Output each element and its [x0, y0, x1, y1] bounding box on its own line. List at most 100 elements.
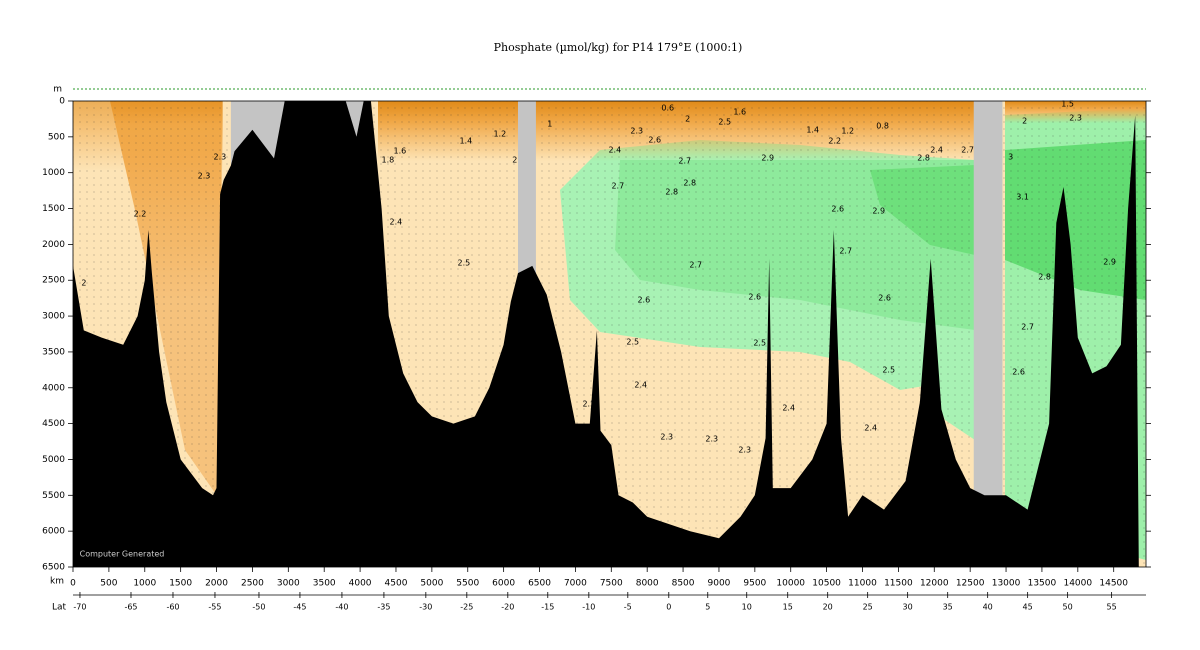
x-tick-label: 13000 — [992, 579, 1021, 589]
contour-label: 1.5 — [1061, 100, 1074, 109]
contour-label: 2.5 — [882, 365, 895, 374]
contour-label: 3 — [1008, 152, 1013, 161]
lat-tick-label: -50 — [252, 603, 265, 612]
lat-axis-label: Lat — [52, 603, 67, 613]
contour-label: 2.2 — [828, 137, 841, 146]
y-tick-label: 0 — [59, 97, 65, 107]
y-tick-label: 6500 — [42, 563, 65, 573]
contour-label: 2.5 — [458, 258, 471, 267]
credit-line: HYDROGRAPHIC — [102, 534, 143, 540]
contour-label: 2.4 — [782, 403, 795, 412]
contour-label: 2.3 — [660, 432, 673, 441]
lat-tick-label: -10 — [582, 603, 595, 612]
x-tick-label: 7500 — [600, 579, 623, 589]
lat-tick-label: 35 — [943, 603, 953, 612]
lat-tick-label: -30 — [419, 603, 432, 612]
contour-label: 2.4 — [634, 380, 647, 389]
y-axis-label: m — [53, 85, 62, 95]
contour-label: 2.8 — [683, 179, 696, 188]
chart-title: Phosphate (µmol/kg) for P14 179°E (1000:… — [494, 41, 743, 54]
axes-layer — [68, 88, 1151, 598]
contour-label: 2.6 — [637, 295, 650, 304]
contour-label: 2.9 — [761, 153, 774, 162]
contour-label: 2.5 — [626, 337, 639, 346]
lat-tick-label: -70 — [73, 603, 86, 612]
x-tick-label: 10500 — [812, 579, 841, 589]
contour-label: 2.7 — [961, 145, 974, 154]
x-tick-label: 10000 — [776, 579, 805, 589]
contour-label: 2.9 — [1103, 257, 1116, 266]
y-tick-label: 1000 — [42, 168, 65, 178]
x-tick-label: 6000 — [492, 579, 515, 589]
lat-tick-label: -45 — [293, 603, 306, 612]
contour-label: 1.4 — [806, 125, 819, 134]
contour-label: 2.7 — [1021, 322, 1034, 331]
contour-label: 2.3 — [198, 171, 211, 180]
contour-label: 2.3 — [630, 126, 643, 135]
x-tick-label: 9500 — [743, 579, 766, 589]
x-tick-label: 3500 — [313, 579, 336, 589]
contour-label: 1.2 — [841, 126, 854, 135]
x-tick-label: 13500 — [1028, 579, 1057, 589]
x-tick-label: 0 — [70, 579, 76, 589]
no-data-band — [973, 101, 1003, 567]
contour-label: 2.6 — [1012, 367, 1025, 376]
x-tick-label: 1000 — [133, 579, 156, 589]
y-tick-label: 500 — [48, 132, 65, 142]
x-tick-label: 12500 — [956, 579, 985, 589]
lat-tick-label: 55 — [1107, 603, 1117, 612]
lat-tick-label: 5 — [705, 603, 710, 612]
contour-label: 2.3 — [1069, 113, 1082, 122]
y-tick-label: 5000 — [42, 455, 65, 465]
x-tick-label: 14500 — [1099, 579, 1128, 589]
contour-label: 2.6 — [831, 204, 844, 213]
contour-label: 2.3 — [738, 445, 751, 454]
contour-label: 0.8 — [876, 122, 889, 131]
contour-label: 2.9 — [872, 206, 885, 215]
contour-label: 2.4 — [390, 218, 403, 227]
x-tick-label: 5000 — [420, 579, 443, 589]
lat-tick-label: 30 — [903, 603, 913, 612]
x-axis-label: km — [50, 577, 64, 587]
contour-label: 2.8 — [917, 153, 930, 162]
contour-label: 2.8 — [1038, 273, 1051, 282]
lat-tick-label: 20 — [823, 603, 833, 612]
x-tick-label: 3000 — [277, 579, 300, 589]
plot-frame — [72, 100, 1147, 568]
x-tick-label: 14000 — [1063, 579, 1092, 589]
contour-label: 3.1 — [1016, 192, 1029, 201]
contour-label: 2 — [512, 156, 517, 165]
contour-label: 2.4 — [864, 423, 877, 432]
lat-tick-label: -5 — [624, 603, 632, 612]
contour-label: 2.8 — [665, 187, 678, 196]
contour-label: 2 — [81, 278, 86, 287]
contour-label: 2.4 — [930, 145, 943, 154]
credit-line: ATLAS — [114, 542, 130, 548]
x-tick-label: 5500 — [456, 579, 479, 589]
x-tick-label: 1500 — [169, 579, 192, 589]
lat-tick-label: -65 — [124, 603, 137, 612]
contour-label: 2.7 — [678, 157, 691, 166]
contour-label: 2.4 — [608, 145, 621, 154]
lat-tick-label: -40 — [335, 603, 348, 612]
contour-label: 2.3 — [582, 399, 595, 408]
lat-tick-label: 15 — [783, 603, 793, 612]
contour-label: 1 — [547, 120, 552, 129]
y-tick-label: 2000 — [42, 240, 65, 250]
x-tick-label: 9000 — [708, 579, 731, 589]
contour-label: 2.7 — [611, 181, 624, 190]
lat-tick-label: 50 — [1063, 603, 1073, 612]
x-tick-label: 7000 — [564, 579, 587, 589]
lat-tick-label: 40 — [983, 603, 993, 612]
bathymetry — [73, 101, 1139, 567]
x-tick-label: 11500 — [884, 579, 913, 589]
contour-label: 2.2 — [134, 209, 147, 218]
contour-label: 2 — [1022, 117, 1027, 126]
x-tick-label: 6500 — [528, 579, 551, 589]
contour-label: 2.3 — [214, 152, 227, 161]
x-tick-label: 11000 — [848, 579, 877, 589]
contour-label: 2.6 — [648, 136, 661, 145]
y-tick-label: 4000 — [42, 383, 65, 393]
lat-tick-label: -60 — [166, 603, 179, 612]
lat-tick-label: -15 — [541, 603, 554, 612]
